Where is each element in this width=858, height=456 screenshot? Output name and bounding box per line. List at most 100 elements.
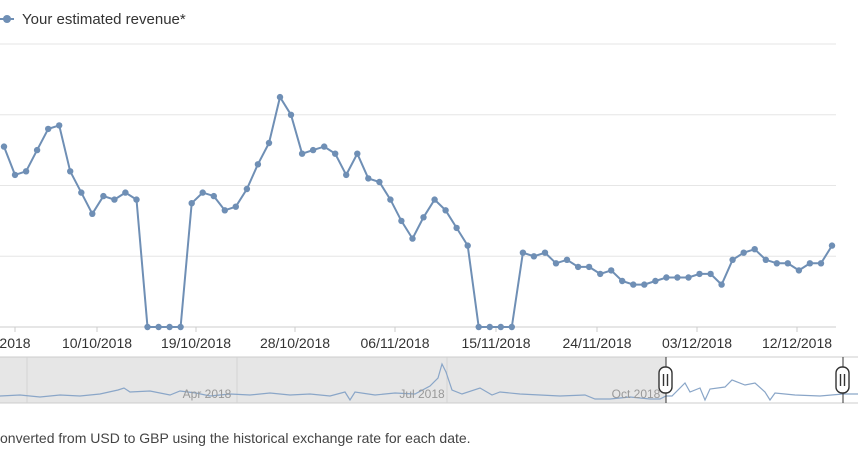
navigator-series-line bbox=[0, 362, 858, 402]
data-point[interactable] bbox=[718, 281, 725, 288]
data-point[interactable] bbox=[475, 323, 482, 331]
data-point[interactable] bbox=[287, 111, 295, 119]
data-point[interactable] bbox=[740, 249, 747, 256]
navigator-handle-right[interactable] bbox=[835, 366, 850, 394]
data-point[interactable] bbox=[56, 122, 63, 129]
data-point[interactable] bbox=[541, 249, 549, 256]
data-point[interactable] bbox=[453, 224, 460, 232]
data-point[interactable] bbox=[519, 249, 527, 256]
data-point[interactable] bbox=[144, 323, 151, 331]
data-point[interactable] bbox=[89, 210, 96, 217]
data-point[interactable] bbox=[22, 168, 30, 175]
navigator-tick-label: Jul 2018 bbox=[399, 387, 445, 401]
data-point[interactable] bbox=[431, 196, 438, 203]
x-tick-label: 19/10/2018 bbox=[161, 335, 231, 351]
data-point[interactable] bbox=[122, 189, 129, 196]
legend-label: Your estimated revenue* bbox=[22, 10, 186, 28]
data-point[interactable] bbox=[817, 260, 825, 267]
data-point[interactable] bbox=[597, 270, 604, 278]
data-point[interactable] bbox=[464, 242, 471, 249]
data-point[interactable] bbox=[563, 256, 571, 263]
data-point[interactable] bbox=[155, 323, 162, 331]
data-point[interactable] bbox=[773, 260, 780, 267]
data-point[interactable] bbox=[806, 260, 814, 267]
navigator-tick-label: Apr 2018 bbox=[183, 387, 232, 401]
data-point[interactable] bbox=[630, 281, 637, 288]
data-point[interactable] bbox=[210, 192, 217, 200]
data-point[interactable] bbox=[243, 185, 251, 193]
data-point[interactable] bbox=[652, 277, 659, 285]
data-point[interactable] bbox=[309, 146, 317, 154]
data-point[interactable] bbox=[67, 168, 74, 175]
data-point[interactable] bbox=[199, 189, 206, 196]
legend-series-icon bbox=[0, 12, 14, 26]
data-point[interactable] bbox=[784, 260, 791, 267]
data-point[interactable] bbox=[343, 171, 350, 179]
data-point[interactable] bbox=[442, 207, 449, 214]
data-point[interactable] bbox=[707, 270, 714, 278]
data-point[interactable] bbox=[552, 260, 560, 267]
data-point[interactable] bbox=[332, 150, 339, 157]
data-point[interactable] bbox=[177, 323, 184, 331]
data-point[interactable] bbox=[828, 242, 836, 249]
x-tick-label: 15/11/2018 bbox=[461, 335, 530, 351]
grid-lines bbox=[0, 43, 836, 328]
data-point[interactable] bbox=[0, 143, 8, 150]
data-point[interactable] bbox=[641, 281, 648, 288]
navigator[interactable]: Apr 2018 Jul 2018 Oct 2018 bbox=[0, 356, 858, 404]
legend[interactable]: Your estimated revenue* bbox=[0, 8, 186, 30]
data-point[interactable] bbox=[795, 267, 803, 274]
data-point[interactable] bbox=[420, 214, 427, 221]
data-point[interactable] bbox=[696, 270, 703, 278]
data-point[interactable] bbox=[133, 196, 140, 203]
data-point[interactable] bbox=[619, 277, 626, 285]
navigator-handle-left[interactable] bbox=[658, 366, 673, 394]
x-tick-label: 06/11/2018 bbox=[360, 335, 429, 351]
x-axis-ticks: 2018 10/10/2018 19/10/2018 28/10/2018 06/11/… bbox=[0, 327, 832, 351]
data-point[interactable] bbox=[376, 178, 383, 186]
data-point[interactable] bbox=[674, 274, 681, 281]
x-tick-label: 24/11/2018 bbox=[562, 335, 631, 351]
data-point[interactable] bbox=[762, 256, 769, 263]
data-point[interactable] bbox=[166, 323, 173, 331]
data-point[interactable] bbox=[751, 246, 758, 253]
data-point[interactable] bbox=[221, 207, 228, 214]
data-point[interactable] bbox=[111, 196, 118, 203]
data-point[interactable] bbox=[685, 274, 692, 281]
data-point[interactable] bbox=[398, 217, 405, 225]
x-tick-label: 12/12/2018 bbox=[762, 335, 832, 351]
data-point[interactable] bbox=[354, 150, 361, 157]
navigator-ticks: Apr 2018 Jul 2018 Oct 2018 bbox=[183, 387, 661, 401]
data-point[interactable] bbox=[321, 143, 328, 150]
data-point[interactable] bbox=[78, 189, 85, 196]
data-point[interactable] bbox=[585, 263, 593, 271]
data-point[interactable] bbox=[11, 171, 19, 179]
data-point[interactable] bbox=[497, 323, 504, 331]
revenue-data-points bbox=[0, 93, 836, 331]
data-point[interactable] bbox=[530, 253, 538, 260]
data-point[interactable] bbox=[100, 192, 107, 200]
data-point[interactable] bbox=[486, 323, 493, 331]
data-point[interactable] bbox=[508, 323, 515, 331]
x-tick-label: 28/10/2018 bbox=[260, 335, 330, 351]
revenue-chart: 2018 10/10/2018 19/10/2018 28/10/2018 06/11/… bbox=[0, 43, 858, 404]
data-point[interactable] bbox=[574, 263, 582, 271]
footnote: onverted from USD to GBP using the histo… bbox=[0, 430, 471, 446]
data-point[interactable] bbox=[232, 203, 239, 210]
data-point[interactable] bbox=[387, 196, 394, 203]
data-point[interactable] bbox=[45, 125, 52, 133]
x-tick-label: 2018 bbox=[0, 335, 31, 351]
data-point[interactable] bbox=[663, 274, 670, 281]
data-point[interactable] bbox=[33, 146, 41, 154]
data-point[interactable] bbox=[298, 150, 306, 157]
x-tick-label: 10/10/2018 bbox=[62, 335, 132, 351]
data-point[interactable] bbox=[729, 256, 736, 263]
data-point[interactable] bbox=[365, 175, 372, 182]
data-point[interactable] bbox=[276, 93, 284, 101]
data-point[interactable] bbox=[254, 161, 262, 168]
data-point[interactable] bbox=[188, 200, 195, 207]
data-point[interactable] bbox=[608, 267, 615, 274]
data-point[interactable] bbox=[265, 139, 273, 147]
data-point[interactable] bbox=[409, 235, 416, 242]
x-tick-label: 03/12/2018 bbox=[662, 335, 732, 351]
